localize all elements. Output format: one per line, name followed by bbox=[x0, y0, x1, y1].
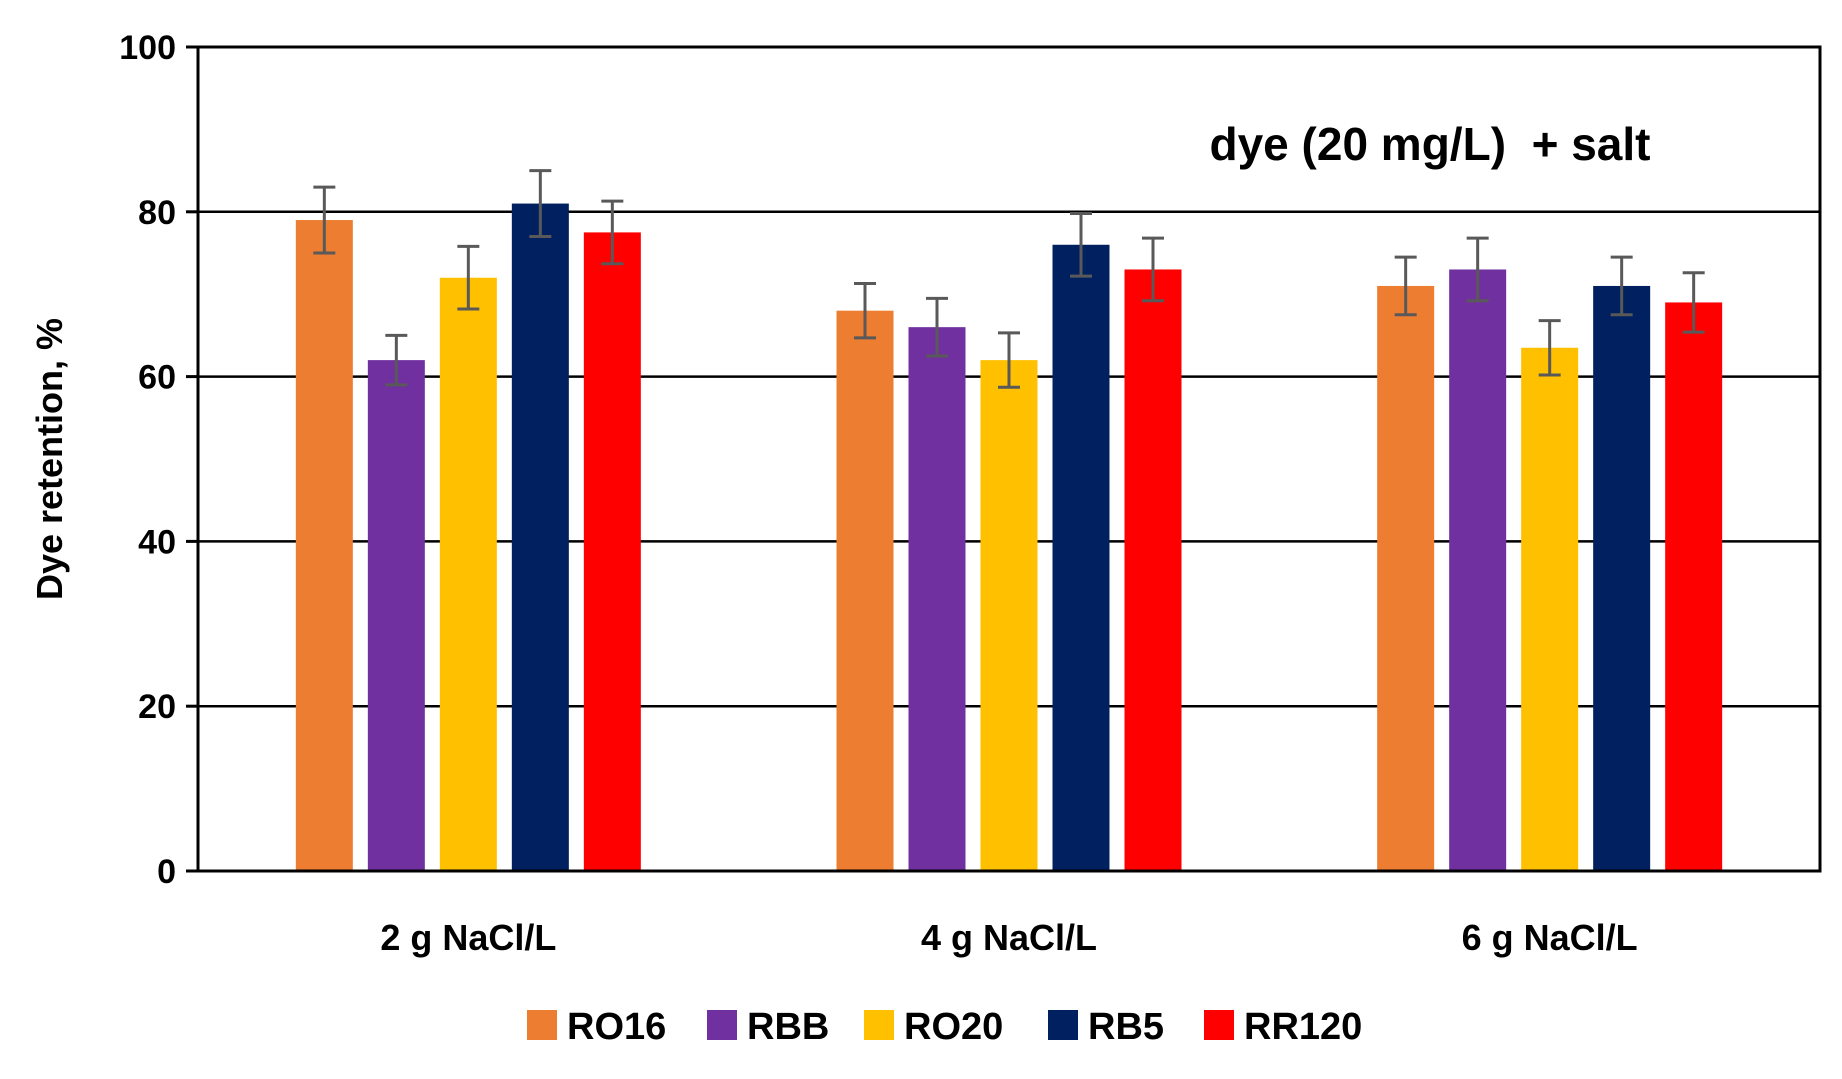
legend-item-ro16: RO16 bbox=[527, 1006, 666, 1048]
bar-ro20 bbox=[439, 277, 497, 872]
error-bar-ro16 bbox=[313, 185, 336, 255]
y-axis-ticks: 0 20 40 60 80 100 bbox=[119, 29, 198, 891]
error-bar-rbb bbox=[385, 333, 408, 387]
legend: RO16 RBB RO20 RB5 RR120 bbox=[527, 1006, 1362, 1048]
error-bar-rb5 bbox=[529, 169, 552, 239]
bar-rb5 bbox=[511, 203, 569, 871]
y-tick-label: 0 bbox=[157, 853, 176, 891]
error-bars bbox=[313, 169, 1705, 389]
x-axis-ticks: 2 g NaCl/L 4 g NaCl/L 6 g NaCl/L bbox=[380, 917, 1637, 958]
error-bar-ro16 bbox=[854, 281, 876, 340]
error-bar-rbb bbox=[926, 296, 948, 358]
error-bar-rr120 bbox=[1682, 271, 1705, 334]
legend-label: RO20 bbox=[904, 1006, 1003, 1048]
bar-ro16 bbox=[1377, 285, 1435, 872]
bar-ro20 bbox=[1521, 347, 1579, 871]
bar-rr120 bbox=[1665, 302, 1723, 871]
bars bbox=[295, 203, 1723, 872]
legend-label: RO16 bbox=[567, 1006, 666, 1048]
legend-swatch bbox=[527, 1010, 557, 1040]
bar-ro20 bbox=[980, 360, 1038, 871]
bar-rbb bbox=[908, 327, 966, 871]
error-bar-rr120 bbox=[601, 199, 624, 266]
chart-annotation: dye (20 mg/L) + salt bbox=[1210, 118, 1651, 170]
legend-swatch bbox=[1204, 1010, 1234, 1040]
legend-swatch bbox=[707, 1010, 737, 1040]
bar-rb5 bbox=[1593, 285, 1651, 872]
x-tick-label: 2 g NaCl/L bbox=[380, 917, 556, 958]
error-bar-ro20 bbox=[457, 244, 480, 311]
legend-item-rr120: RR120 bbox=[1204, 1006, 1362, 1048]
x-tick-label: 4 g NaCl/L bbox=[921, 917, 1097, 958]
error-bar-rb5 bbox=[1610, 255, 1633, 317]
bar-rr120 bbox=[583, 232, 641, 871]
y-tick-label: 100 bbox=[119, 29, 176, 67]
error-bar-rr120 bbox=[1142, 236, 1164, 303]
bar-ro16 bbox=[836, 310, 894, 871]
x-tick-label: 6 g NaCl/L bbox=[1462, 917, 1638, 958]
error-bar-rbb bbox=[1466, 236, 1489, 303]
bar-rbb bbox=[1449, 269, 1507, 872]
legend-label: RR120 bbox=[1244, 1006, 1362, 1048]
legend-swatch bbox=[864, 1010, 894, 1040]
error-bar-rb5 bbox=[1070, 211, 1092, 278]
legend-item-rb5: RB5 bbox=[1048, 1006, 1164, 1048]
legend-label: RBB bbox=[747, 1006, 829, 1048]
bar-rr120 bbox=[1124, 269, 1182, 872]
error-bar-ro16 bbox=[1394, 255, 1417, 317]
y-tick-label: 20 bbox=[138, 688, 176, 726]
plot-frame bbox=[196, 45, 1822, 873]
legend-item-ro20: RO20 bbox=[864, 1006, 1003, 1048]
legend-label: RB5 bbox=[1088, 1006, 1164, 1048]
legend-swatch bbox=[1048, 1010, 1078, 1040]
y-tick-label: 80 bbox=[138, 194, 176, 232]
error-bar-ro20 bbox=[1538, 319, 1561, 377]
bar-rb5 bbox=[1052, 244, 1110, 871]
y-axis-label: Dye retention, % bbox=[29, 318, 70, 600]
y-tick-label: 40 bbox=[138, 523, 176, 561]
bar-ro16 bbox=[295, 220, 353, 872]
bar-rbb bbox=[367, 360, 425, 871]
error-bar-ro20 bbox=[998, 331, 1020, 389]
y-tick-label: 60 bbox=[138, 359, 176, 397]
legend-item-rbb: RBB bbox=[707, 1006, 829, 1048]
